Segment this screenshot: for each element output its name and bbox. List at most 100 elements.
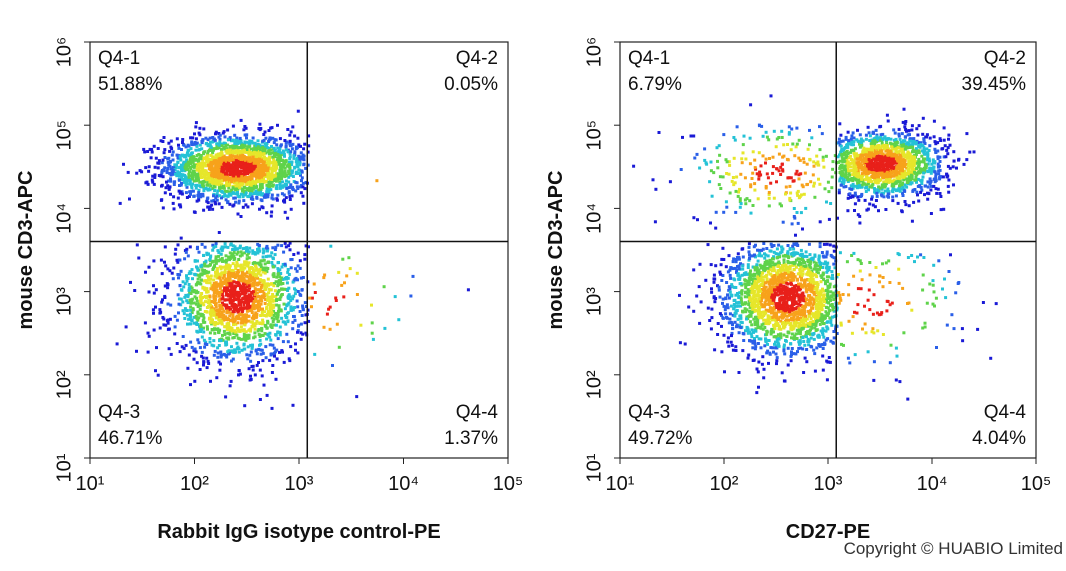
event-dot <box>289 345 292 348</box>
event-dot <box>268 158 271 161</box>
event-dot <box>273 153 276 156</box>
event-dot <box>242 286 245 289</box>
event-dot <box>190 319 193 322</box>
event-dot <box>224 340 227 343</box>
event-dot <box>200 147 203 150</box>
event-dot <box>748 199 751 202</box>
event-dot <box>245 170 248 173</box>
event-dot <box>168 150 171 153</box>
event-dot <box>243 144 246 147</box>
event-dot <box>160 199 163 202</box>
event-dot <box>269 303 272 306</box>
event-dot <box>750 212 753 215</box>
event-dot <box>267 255 270 258</box>
event-dot <box>907 160 910 163</box>
event-dot <box>775 180 778 183</box>
event-dot <box>200 176 203 179</box>
event-dot <box>257 174 260 177</box>
event-dot <box>225 254 228 257</box>
event-dot <box>289 186 292 189</box>
event-dot <box>251 267 254 270</box>
event-dot <box>172 150 175 153</box>
event-dot <box>144 271 147 274</box>
event-dot <box>911 124 914 127</box>
event-dot <box>213 332 216 335</box>
event-dot <box>765 187 768 190</box>
event-dot <box>183 144 186 147</box>
event-dot <box>274 149 277 152</box>
event-dot <box>231 164 234 167</box>
event-dot <box>240 268 243 271</box>
event-dot <box>728 164 731 167</box>
event-dot <box>875 192 878 195</box>
event-dot <box>754 166 757 169</box>
event-dot <box>284 170 287 173</box>
event-dot <box>243 150 246 153</box>
event-dot <box>163 151 166 154</box>
event-dot <box>924 185 927 188</box>
event-dot <box>234 351 237 354</box>
event-dot <box>225 198 228 201</box>
event-dot <box>857 140 860 143</box>
event-dot <box>259 339 262 342</box>
event-dot <box>710 161 713 164</box>
event-dot <box>243 263 246 266</box>
event-dot <box>819 148 822 151</box>
event-dot <box>248 284 251 287</box>
event-dot <box>219 138 222 141</box>
event-dot <box>957 158 960 161</box>
event-dot <box>165 181 168 184</box>
event-dot <box>253 300 256 303</box>
event-dot <box>195 187 198 190</box>
event-dot <box>241 144 244 147</box>
event-dot <box>732 176 735 179</box>
event-dot <box>359 324 362 327</box>
event-dot <box>762 135 765 138</box>
event-dot <box>248 158 251 161</box>
event-dot <box>267 261 270 264</box>
event-dot <box>263 384 266 387</box>
event-dot <box>264 272 267 275</box>
event-dot <box>264 345 267 348</box>
event-dot <box>119 202 122 205</box>
event-dot <box>903 189 906 192</box>
event-dot <box>692 135 695 138</box>
event-dot <box>313 353 316 356</box>
event-dot <box>853 137 856 140</box>
event-dot <box>303 258 306 261</box>
event-dot <box>135 350 138 353</box>
y-tick-label: 10³ <box>53 287 75 316</box>
event-dot <box>224 271 227 274</box>
event-dot <box>872 204 875 207</box>
event-dot <box>162 206 165 209</box>
event-dot <box>188 171 191 174</box>
event-dot <box>293 135 296 138</box>
event-dot <box>735 190 738 193</box>
event-dot <box>797 190 800 193</box>
event-dot <box>788 185 791 188</box>
event-dot <box>271 300 274 303</box>
event-dot <box>740 157 743 160</box>
event-dot <box>202 127 205 130</box>
event-dot <box>266 190 269 193</box>
event-dot <box>275 299 278 302</box>
event-dot <box>375 179 378 182</box>
event-dot <box>192 307 195 310</box>
event-dot <box>153 145 156 148</box>
event-dot <box>901 210 904 213</box>
event-dot <box>807 148 810 151</box>
event-dot <box>258 250 261 253</box>
event-dot <box>215 179 218 182</box>
event-dot <box>214 303 217 306</box>
event-dot <box>295 171 298 174</box>
event-dot <box>813 182 816 185</box>
event-dot <box>258 322 261 325</box>
event-dot <box>192 170 195 173</box>
event-dot <box>291 297 294 300</box>
event-dot <box>148 266 151 269</box>
event-dot <box>192 195 195 198</box>
event-dot <box>178 297 181 300</box>
event-dot <box>282 251 285 254</box>
event-dot <box>209 312 212 315</box>
event-dot <box>213 327 216 330</box>
